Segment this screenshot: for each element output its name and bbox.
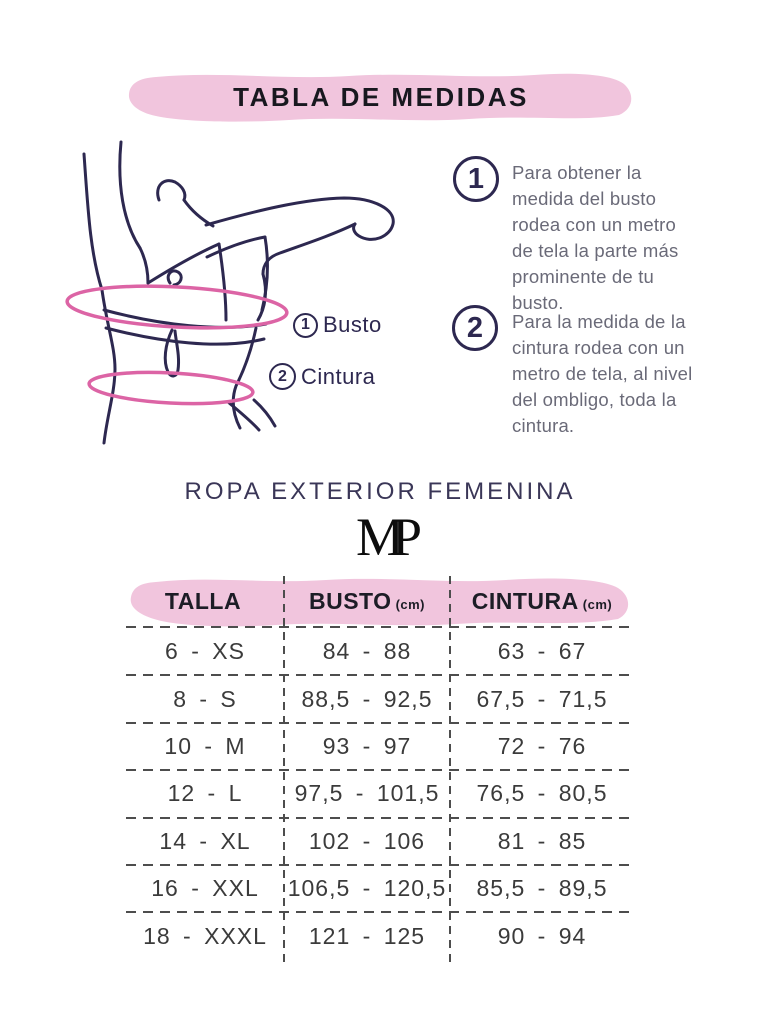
table-row: 12 - L 97,5 - 101,5 76,5 - 80,5 bbox=[126, 770, 634, 819]
column-header-cintura: CINTURA (cm) bbox=[471, 587, 613, 614]
waist-measure-ellipse bbox=[87, 370, 255, 406]
cintura-number-badge: 2 bbox=[269, 363, 296, 390]
table-row: 16 - XXL 106,5 - 120,5 85,5 - 89,5 bbox=[126, 865, 634, 914]
figure-label-cintura: 2 Cintura bbox=[269, 363, 375, 390]
table-row: 14 - XL 102 - 106 81 - 85 bbox=[126, 818, 634, 867]
section-heading: ROPA EXTERIOR FEMENINA bbox=[184, 478, 576, 505]
instruction-2-number-badge: 2 bbox=[452, 305, 498, 351]
column-header-talla: TALLA bbox=[164, 587, 242, 614]
figure-label-busto: 1 Busto bbox=[293, 312, 382, 338]
table-row: 6 - XS 84 - 88 63 - 67 bbox=[126, 628, 634, 677]
instruction-1-text: Para obtener la medida del busto rodea c… bbox=[512, 162, 679, 313]
table-row: 18 - XXXL 121 - 125 90 - 94 bbox=[143, 922, 587, 949]
pink-blob-shape bbox=[128, 73, 632, 122]
measurement-illustration bbox=[65, 140, 395, 445]
busto-number-badge: 1 bbox=[293, 312, 318, 338]
brand-logo: MP bbox=[355, 507, 422, 567]
title-banner: TABLA DE MEDIDAS bbox=[124, 70, 638, 124]
column-header-busto: BUSTO (cm) bbox=[308, 587, 426, 614]
busto-label: Busto bbox=[323, 312, 382, 337]
table-row: 10 - M 93 - 97 72 - 76 bbox=[126, 723, 634, 772]
cintura-label: Cintura bbox=[301, 363, 376, 389]
table-row: 8 - S 88,5 - 92,5 67,5 - 71,5 bbox=[126, 675, 634, 725]
size-table-header: TALLA BUSTO (cm) CINTURA (cm) bbox=[126, 574, 634, 628]
instruction-2-text: Para la medida de la cintura rodea con u… bbox=[512, 311, 693, 436]
header-separator-line bbox=[126, 626, 634, 628]
page-title: TABLA DE MEDIDAS bbox=[233, 81, 529, 112]
instruction-1-number-badge: 1 bbox=[453, 156, 499, 202]
pink-header-blob-shape bbox=[130, 578, 629, 627]
size-table-body: 6 - XS 84 - 88 63 - 67 8 - S 88,5 - 92,5… bbox=[126, 628, 634, 960]
bust-measure-ellipse bbox=[65, 284, 289, 330]
